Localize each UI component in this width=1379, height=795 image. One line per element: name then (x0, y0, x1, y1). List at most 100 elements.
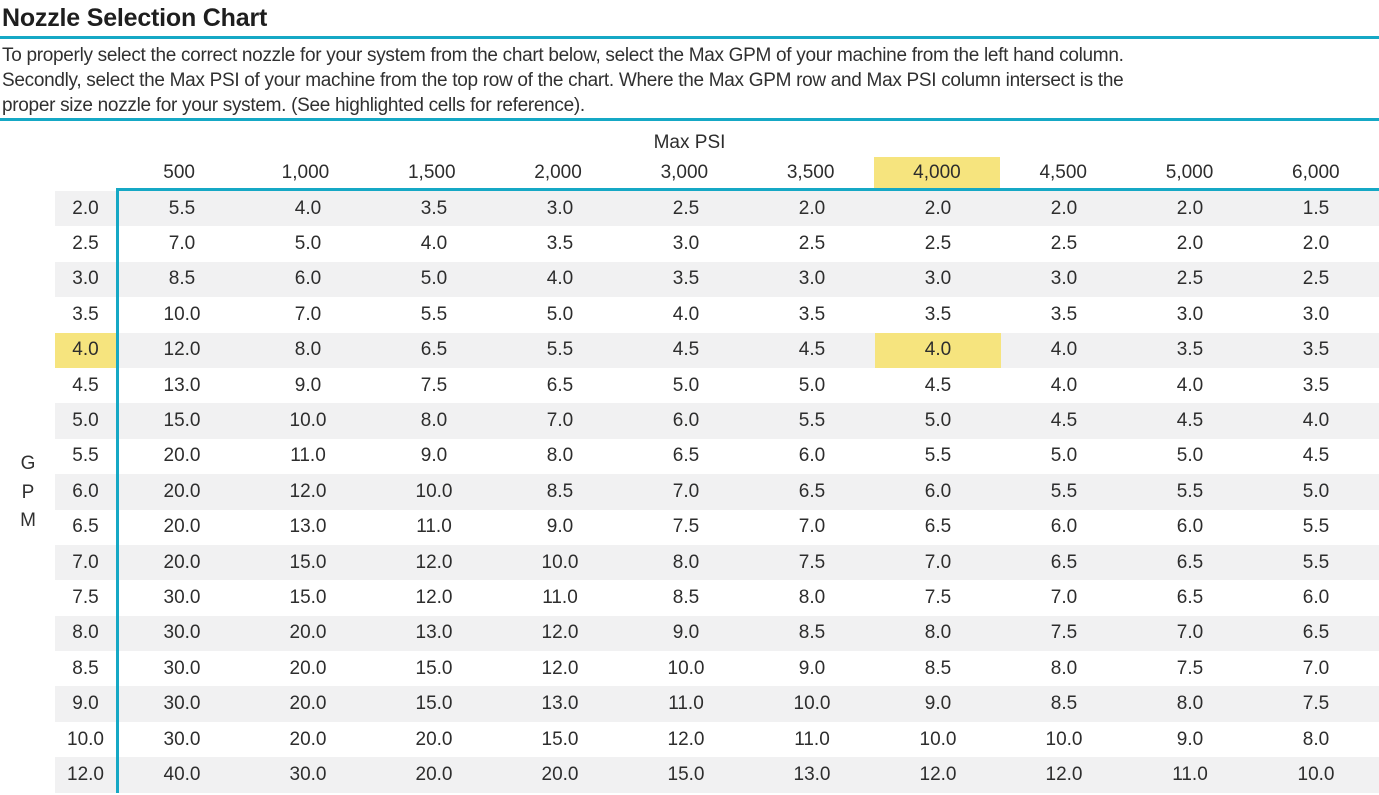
gpm-row-label: 3.0 (55, 261, 116, 298)
nozzle-cell: 6.0 (294, 268, 322, 290)
description-line: Secondly, select the Max PSI of your mac… (2, 70, 1124, 91)
psi-header-cell: 2,000 (534, 161, 582, 183)
gpm-gutter (0, 332, 55, 368)
nozzle-cell: 15.0 (163, 410, 201, 432)
nozzle-cell: 8.0 (294, 339, 322, 361)
nozzle-cell: 11.0 (1172, 763, 1208, 785)
nozzle-cell: 12.0 (541, 622, 579, 644)
nozzle-cell: 11.0 (668, 693, 704, 715)
row-cells: 12.0 8.0 6.5 5.5 4.5 4.5 4.0 4.0 3.5 3.5 (116, 332, 1379, 368)
gpm-row-label: 10.0 (67, 728, 104, 750)
nozzle-cell: 20.0 (163, 480, 201, 502)
nozzle-cell: 13.0 (415, 622, 453, 644)
row-cells: 10.0 7.0 5.5 5.0 4.0 3.5 3.5 3.5 3.0 3.0 (116, 297, 1379, 333)
nozzle-cell: 3.0 (1176, 303, 1204, 325)
nozzle-cell: 6.5 (1302, 622, 1330, 644)
gpm-gutter (0, 403, 55, 439)
nozzle-cell: 7.5 (798, 551, 826, 573)
psi-header-cell: 5,000 (1165, 161, 1214, 183)
nozzle-cell: 6.0 (798, 445, 826, 467)
nozzle-cell: 20.0 (415, 763, 453, 785)
gpm-gutter (0, 474, 55, 510)
nozzle-cell: 6.0 (1302, 586, 1330, 608)
nozzle-cell: 9.0 (420, 445, 448, 467)
nozzle-cell: 15.0 (289, 586, 327, 608)
nozzle-cell: 12.0 (163, 339, 201, 361)
nozzle-cell: 8.5 (924, 657, 952, 679)
gpm-gutter (0, 721, 55, 758)
gpm-row-label-highlighted: 4.0 (55, 332, 116, 368)
nozzle-cell: 20.0 (289, 622, 327, 644)
row-cells: 30.0 20.0 15.0 12.0 10.0 9.0 8.5 8.0 7.5 7.0 (116, 651, 1379, 687)
row-cells: 8.5 6.0 5.0 4.0 3.5 3.0 3.0 3.0 2.5 2.5 (116, 261, 1379, 298)
nozzle-cell: 5.5 (798, 410, 826, 432)
psi-header-cell: 3,000 (660, 161, 709, 183)
nozzle-cell: 5.5 (1176, 480, 1204, 502)
gpm-row-label: 2.0 (55, 191, 116, 227)
row-cells: 30.0 20.0 20.0 15.0 12.0 11.0 10.0 10.0 9.0 8.0 (116, 721, 1379, 758)
nozzle-cell: 5.0 (420, 268, 448, 290)
nozzle-cell: 3.5 (672, 268, 700, 290)
nozzle-cell: 6.5 (546, 374, 574, 396)
nozzle-cell: 8.0 (798, 586, 826, 608)
nozzle-cell: 3.0 (1050, 268, 1078, 290)
nozzle-cell: 6.5 (1176, 551, 1204, 573)
nozzle-cell: 4.0 (420, 233, 448, 255)
table-row: 7.0 20.0 15.0 12.0 10.0 8.0 7.5 7.0 6.5 6.5 5.5 (0, 544, 1379, 581)
nozzle-cell: 20.0 (289, 728, 327, 750)
nozzle-cell: 6.5 (924, 516, 952, 538)
nozzle-cell: 7.0 (168, 233, 196, 255)
title-underline-rule (0, 36, 1379, 39)
nozzle-cell: 4.0 (546, 268, 574, 290)
nozzle-cell: 7.5 (924, 586, 952, 608)
nozzle-cell: 5.0 (546, 303, 574, 325)
nozzle-cell: 12.0 (541, 657, 579, 679)
nozzle-cell: 8.0 (1176, 693, 1204, 715)
psi-axis-label: Max PSI (653, 132, 726, 153)
nozzle-cell: 20.0 (541, 763, 579, 785)
nozzle-cell: 13.0 (793, 763, 831, 785)
nozzle-cell: 2.0 (798, 197, 826, 219)
nozzle-cell-highlighted: 4.0 (875, 332, 1001, 368)
nozzle-cell: 8.0 (1302, 728, 1330, 750)
table-row: 6.5 20.0 13.0 11.0 9.0 7.5 7.0 6.5 6.0 6.0 5.5 (0, 509, 1379, 545)
nozzle-cell: 30.0 (163, 586, 201, 608)
gpm-gutter (0, 438, 55, 475)
nozzle-cell: 6.5 (1176, 586, 1204, 608)
gpm-row-label: 4.5 (72, 374, 99, 396)
nozzle-cell: 6.0 (924, 480, 952, 502)
gpm-axis-letter: G (20, 453, 36, 474)
gpm-axis-letter: M (20, 510, 36, 531)
row-cells: 7.0 5.0 4.0 3.5 3.0 2.5 2.5 2.5 2.0 2.0 (116, 226, 1379, 262)
row-cells: 30.0 15.0 12.0 11.0 8.5 8.0 7.5 7.0 6.5 6.0 (116, 580, 1379, 616)
nozzle-cell: 30.0 (163, 728, 201, 750)
nozzle-cell: 20.0 (415, 728, 453, 750)
table-body: 2.0 5.5 4.0 3.5 3.0 2.5 2.0 2.0 2.0 2.0 1.5 2.5 7.0 5… (0, 191, 1379, 793)
nozzle-cell: 10.0 (919, 728, 957, 750)
chart-description: To properly select the correct nozzle fo… (0, 39, 1379, 118)
nozzle-cell: 8.0 (420, 410, 448, 432)
nozzle-cell: 7.0 (546, 410, 574, 432)
nozzle-cell: 3.5 (1176, 339, 1204, 361)
nozzle-cell: 6.5 (1050, 551, 1078, 573)
nozzle-selection-table: Max PSI 500 1,000 1,500 2,000 3,000 3,500 4,00… (0, 121, 1379, 793)
nozzle-cell: 8.5 (546, 480, 574, 502)
nozzle-cell: 4.5 (672, 339, 700, 361)
nozzle-cell: 9.0 (798, 657, 826, 679)
nozzle-cell: 5.0 (1050, 445, 1078, 467)
description-line: proper size nozzle for your system. (See… (2, 95, 585, 116)
gpm-gutter (0, 261, 55, 298)
gpm-row-label: 7.5 (72, 586, 99, 608)
row-cells: 5.5 4.0 3.5 3.0 2.5 2.0 2.0 2.0 2.0 1.5 (116, 191, 1379, 227)
nozzle-cell: 8.0 (546, 445, 574, 467)
row-cells: 20.0 12.0 10.0 8.5 7.0 6.5 6.0 5.5 5.5 5.0 (116, 474, 1379, 510)
nozzle-cell: 13.0 (289, 516, 327, 538)
nozzle-cell: 10.0 (1297, 763, 1335, 785)
nozzle-cell: 12.0 (415, 551, 453, 573)
table-row: 3.5 10.0 7.0 5.5 5.0 4.0 3.5 3.5 3.5 3.0 3.0 (0, 297, 1379, 333)
nozzle-cell: 3.5 (798, 303, 826, 325)
nozzle-cell: 11.0 (416, 516, 452, 538)
table-row: 12.0 40.0 30.0 20.0 20.0 15.0 13.0 12.0 12.0 11.0… (0, 757, 1379, 793)
nozzle-cell: 2.0 (1176, 197, 1204, 219)
nozzle-cell: 4.0 (294, 197, 322, 219)
